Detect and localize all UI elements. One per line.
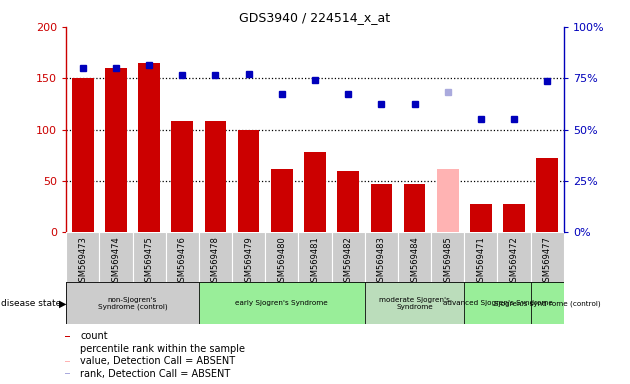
Text: GSM569482: GSM569482 [344, 236, 353, 287]
Text: GSM569481: GSM569481 [311, 236, 319, 287]
Text: percentile rank within the sample: percentile rank within the sample [80, 344, 245, 354]
Bar [199, 282, 365, 324]
Text: GSM569475: GSM569475 [145, 236, 154, 287]
Bar [171, 121, 193, 232]
Text: GSM569473: GSM569473 [78, 236, 87, 287]
Text: GSM569471: GSM569471 [476, 236, 485, 287]
Bar [365, 232, 398, 282]
Text: GSM569478: GSM569478 [211, 236, 220, 287]
Text: GSM569480: GSM569480 [277, 236, 286, 287]
Bar [437, 169, 459, 232]
Bar [365, 282, 464, 324]
Text: GSM569474: GSM569474 [112, 236, 120, 287]
Bar [470, 204, 491, 232]
Bar [166, 232, 199, 282]
Text: non-Sjogren's
Syndrome (control): non-Sjogren's Syndrome (control) [98, 296, 168, 310]
Bar [65, 361, 70, 362]
Bar [338, 170, 359, 232]
Bar [139, 63, 160, 232]
Text: GSM569477: GSM569477 [543, 236, 552, 287]
Text: early Sjogren's Syndrome: early Sjogren's Syndrome [236, 300, 328, 306]
Text: GSM569485: GSM569485 [444, 236, 452, 287]
Text: GSM569483: GSM569483 [377, 236, 386, 287]
Bar [205, 121, 226, 232]
Text: disease state: disease state [1, 299, 62, 308]
Text: Sjogren's synd rome (control): Sjogren's synd rome (control) [494, 300, 600, 306]
Text: value, Detection Call = ABSENT: value, Detection Call = ABSENT [80, 356, 235, 366]
Bar [100, 232, 132, 282]
Text: rank, Detection Call = ABSENT: rank, Detection Call = ABSENT [80, 369, 230, 379]
Bar [271, 169, 292, 232]
Bar [370, 184, 392, 232]
Bar [65, 336, 70, 337]
Text: GSM569476: GSM569476 [178, 236, 186, 287]
Bar [304, 152, 326, 232]
Text: ▶: ▶ [59, 298, 66, 308]
Bar [464, 282, 530, 324]
Text: GSM569479: GSM569479 [244, 236, 253, 287]
Bar [530, 282, 564, 324]
Bar [238, 129, 260, 232]
Bar [299, 232, 331, 282]
Bar [265, 232, 299, 282]
Bar [537, 158, 558, 232]
Bar [105, 68, 127, 232]
Bar [530, 232, 564, 282]
Text: advanced Sjogren's Syndrome: advanced Sjogren's Syndrome [442, 300, 553, 306]
Bar [199, 232, 232, 282]
Bar [66, 232, 100, 282]
Bar [503, 204, 525, 232]
Text: GSM569484: GSM569484 [410, 236, 419, 287]
Text: moderate Sjogren's
Syndrome: moderate Sjogren's Syndrome [379, 297, 450, 310]
Bar [72, 78, 93, 232]
Bar [331, 232, 365, 282]
Text: GSM569472: GSM569472 [510, 236, 518, 287]
Text: count: count [80, 331, 108, 341]
Bar [404, 184, 425, 232]
Bar [464, 232, 498, 282]
Bar [398, 232, 431, 282]
Bar [431, 232, 464, 282]
Bar [132, 232, 166, 282]
Bar [498, 232, 530, 282]
Bar [66, 282, 199, 324]
Bar [232, 232, 265, 282]
Title: GDS3940 / 224514_x_at: GDS3940 / 224514_x_at [239, 11, 391, 24]
